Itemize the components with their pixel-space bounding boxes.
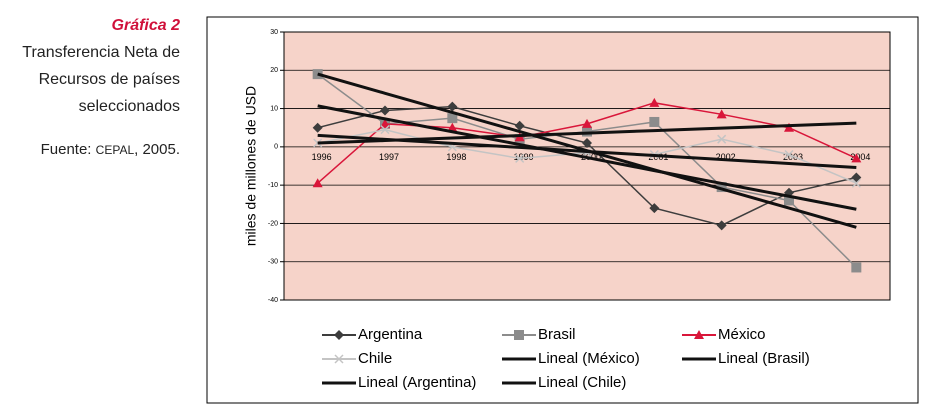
y-tick-label: 30 [270, 29, 278, 36]
marker [582, 118, 592, 128]
legend-item: Lineal (México) [502, 350, 640, 367]
marker [694, 330, 704, 339]
series-line [317, 104, 857, 211]
legend-item: Lineal (Chile) [502, 374, 626, 391]
marker [380, 118, 390, 128]
marker [649, 203, 660, 214]
marker [514, 120, 525, 131]
source: Fuente: CEPAL, 2005. [0, 136, 180, 164]
legend-label: Brasil [538, 326, 576, 343]
marker [851, 178, 861, 188]
source-prefix: Fuente: [40, 141, 92, 158]
marker [784, 195, 794, 206]
y-tick-label: 10 [270, 105, 278, 112]
plot-area [283, 31, 891, 301]
marker [716, 109, 727, 119]
marker [380, 125, 390, 135]
marker [380, 105, 390, 116]
caption-title: seleccionados [78, 98, 180, 115]
x-tick-label: 1998 [446, 152, 466, 162]
caption-title: Transferencia Neta de [22, 44, 180, 61]
marker [514, 330, 524, 340]
legend-item: Brasil [502, 326, 576, 343]
x-tick-label: 2004 [850, 152, 870, 162]
y-axis-title: miles de millones de USD [243, 86, 259, 246]
source-year: , 2005. [134, 141, 180, 158]
x-tick-label: 2003 [783, 152, 803, 162]
source-org: CEPAL [95, 143, 135, 157]
marker [582, 126, 592, 137]
marker [716, 182, 727, 193]
y-tick-label: 0 [274, 144, 278, 151]
legend-label: Lineal (Chile) [538, 374, 626, 391]
marker [717, 134, 727, 144]
legend-label: Lineal (Argentina) [358, 374, 476, 391]
y-tick-label: 20 [270, 67, 278, 74]
marker [784, 149, 794, 160]
y-tick-label: -10 [268, 182, 278, 189]
marker [447, 122, 458, 132]
x-tick-label: 2002 [716, 152, 736, 162]
marker [312, 178, 323, 188]
legend-item: Argentina [322, 326, 423, 343]
legend-label: Chile [358, 350, 392, 367]
legend-label: Argentina [358, 326, 423, 343]
marker [784, 122, 794, 132]
marker [649, 97, 660, 107]
x-tick-label: 1997 [379, 152, 399, 162]
x-tick-label: 1999 [514, 152, 534, 162]
legend-item: Lineal (Argentina) [322, 374, 476, 391]
marker [851, 153, 862, 163]
marker [649, 116, 660, 127]
marker [447, 113, 458, 124]
caption: Gráfica 2 Transferencia Neta de Recursos… [0, 12, 180, 164]
marker [716, 220, 727, 231]
legend-item: Chile [322, 350, 392, 367]
legend-item: México [682, 326, 766, 343]
marker [582, 138, 592, 149]
x-tick-label: 2001 [648, 152, 668, 162]
legend-label: Lineal (México) [538, 350, 640, 367]
marker [515, 153, 525, 163]
marker [851, 262, 862, 273]
legend-label: México [718, 326, 766, 343]
legend-item: Lineal (Brasil) [682, 350, 810, 367]
caption-title: Recursos de países [38, 71, 180, 88]
marker [447, 101, 458, 112]
legend-label: Lineal (Brasil) [718, 350, 810, 367]
y-tick-label: -40 [268, 297, 278, 304]
y-tick-label: -20 [268, 220, 278, 227]
figure-label: Gráfica 2 [111, 17, 180, 34]
marker [334, 354, 344, 364]
x-tick-label: 1996 [312, 152, 332, 162]
y-tick-label: -30 [268, 259, 278, 266]
marker [312, 122, 323, 133]
series-line [317, 133, 857, 170]
marker [334, 330, 344, 340]
